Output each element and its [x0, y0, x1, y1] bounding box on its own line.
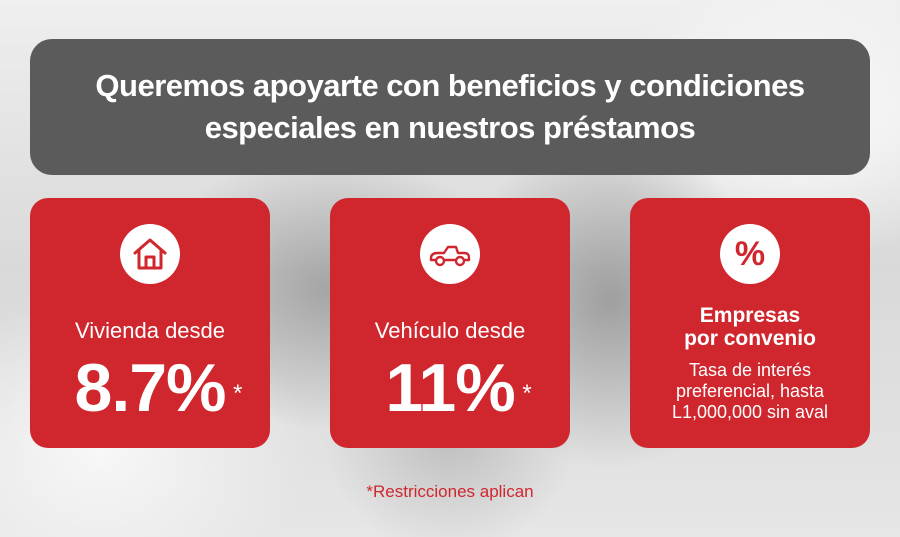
card-vivienda: Vivienda desde 8.7% *	[30, 198, 270, 448]
card-description: Tasa de interés preferencial, hasta L1,0…	[671, 360, 829, 422]
rate-value: 11% *	[330, 348, 570, 428]
footnote: *Restricciones aplican	[366, 482, 534, 501]
page-title: Queremos apoyarte con beneficios y condi…	[95, 68, 805, 145]
asterisk-mark: *	[522, 380, 531, 407]
card-vehiculo: Vehículo desde 11% *	[330, 198, 570, 448]
percent-glyph: %	[734, 235, 766, 273]
rate-number: 11%	[385, 350, 515, 426]
percent-icon: %	[720, 224, 780, 284]
asterisk-mark: *	[233, 380, 242, 407]
header-banner: Queremos apoyarte con beneficios y condi…	[30, 39, 870, 175]
card-label: Vivienda desde	[74, 318, 226, 343]
rate-number: 8.7%	[74, 350, 227, 426]
card-label: Vehículo desde	[374, 318, 526, 343]
card-empresas: % Empresas por convenio Tasa de interés …	[630, 198, 870, 448]
rate-value: 8.7% *	[30, 348, 270, 428]
house-icon	[120, 224, 180, 284]
car-icon	[420, 224, 480, 284]
card-title: Empresas por convenio	[684, 304, 816, 350]
